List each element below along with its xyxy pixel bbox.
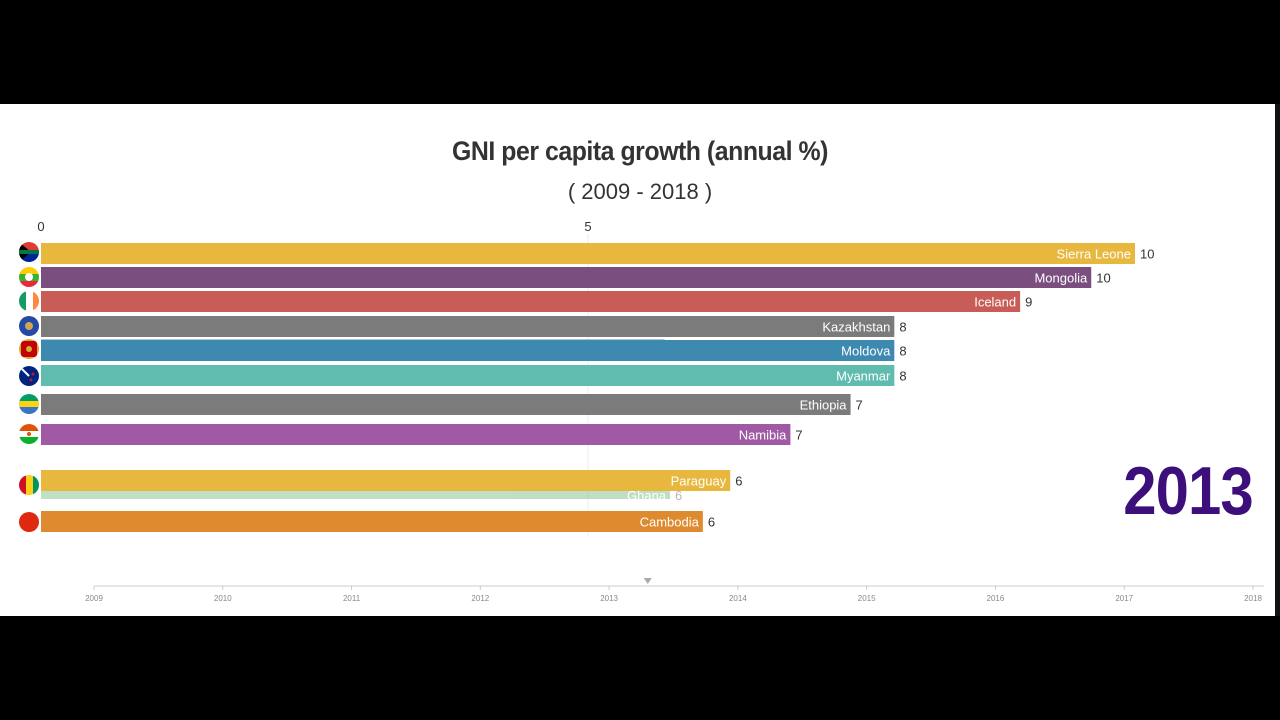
bar-value-cambodia: 6 xyxy=(708,515,715,530)
flag-myanmar-icon xyxy=(19,267,39,287)
flag-south-africa-icon xyxy=(19,242,39,262)
bar-value-kazakhstan: 8 xyxy=(899,320,906,335)
bar-chart: 0 5 Sierra Leone 10 Mongolia 10 Iceland 9 Kazakh… xyxy=(19,219,1264,603)
bar-ethiopia: Ethiopia 7 xyxy=(41,394,863,415)
bar-label-ethiopia: Ethiopia xyxy=(800,398,848,413)
bar-value-myanmar: 8 xyxy=(899,369,906,384)
bar-label-myanmar: Myanmar xyxy=(836,369,891,384)
bar-rect-ghana xyxy=(41,491,671,499)
bar-value-ethiopia: 7 xyxy=(856,398,863,413)
x-tick-label-0: 0 xyxy=(37,219,44,234)
timeline-year-2012: 2012 xyxy=(471,594,489,603)
flag-montenegro-icon xyxy=(19,339,39,359)
bar-value-sierra-leone: 10 xyxy=(1140,247,1154,262)
bar-rect-mongolia xyxy=(41,267,1092,288)
flag-china-icon xyxy=(19,512,39,532)
bar-label-kazakhstan: Kazakhstan xyxy=(822,320,890,335)
timeline-year-2018: 2018 xyxy=(1244,594,1262,603)
bar-label-moldova: Moldova xyxy=(841,344,891,359)
timeline-year-2011: 2011 xyxy=(343,594,361,603)
bar-myanmar: Myanmar 8 xyxy=(41,365,907,386)
bar-rect-moldova xyxy=(41,340,895,361)
bar-value-mongolia: 10 xyxy=(1096,271,1110,286)
bar-sierra-leone: Sierra Leone 10 xyxy=(41,243,1154,264)
bar-rect-paraguay xyxy=(41,470,731,491)
timeline-year-2009: 2009 xyxy=(85,594,103,603)
bar-cambodia: Cambodia 6 xyxy=(41,511,715,532)
bar-value-ghana: 6 xyxy=(675,488,682,503)
bar-rect-namibia xyxy=(41,424,791,445)
timeline-year-2010: 2010 xyxy=(214,594,232,603)
bar-value-iceland: 9 xyxy=(1025,295,1032,310)
flag-ireland-icon xyxy=(19,291,39,311)
bar-value-moldova: 8 xyxy=(899,344,906,359)
bar-rect-ethiopia xyxy=(41,394,851,415)
chart-area: GNI per capita growth (annual %) ( 2009 … xyxy=(0,104,1275,616)
current-year-label: 2013 xyxy=(1123,453,1253,529)
timeline-year-2014: 2014 xyxy=(729,594,747,603)
bar-label-ghana: Ghana xyxy=(627,488,667,503)
bar-label-mongolia: Mongolia xyxy=(1034,271,1088,286)
x-tick-label-1: 5 xyxy=(584,219,591,234)
bar-label-iceland: Iceland xyxy=(974,295,1016,310)
timeline-year-2016: 2016 xyxy=(987,594,1005,603)
timeline-year-2013: 2013 xyxy=(600,594,618,603)
bar-rect-iceland xyxy=(41,291,1021,312)
bar-mongolia: Mongolia 10 xyxy=(41,267,1111,288)
bar-value-namibia: 7 xyxy=(795,428,802,443)
chart-subtitle: ( 2009 - 2018 ) xyxy=(567,179,713,204)
bar-rect-cambodia xyxy=(41,511,703,532)
flag-kosovo-icon xyxy=(19,316,39,336)
bar-label-cambodia: Cambodia xyxy=(640,515,700,530)
flag-new-zealand-icon xyxy=(19,366,39,386)
bar-namibia: Namibia 7 xyxy=(41,424,803,445)
timeline-year-2015: 2015 xyxy=(858,594,876,603)
bar-rect-sierra-leone xyxy=(41,243,1135,264)
bar-kazakhstan: Kazakhstan 8 xyxy=(41,316,907,337)
right-edge-bar xyxy=(1275,104,1280,616)
bar-moldova: Moldova 8 xyxy=(41,340,907,361)
bar-rect-kazakhstan xyxy=(41,316,895,337)
flag-gabon-icon xyxy=(19,394,39,414)
bar-label-sierra-leone: Sierra Leone xyxy=(1057,247,1131,262)
flag-niger-icon xyxy=(19,424,39,444)
timeline-year-2017: 2017 xyxy=(1115,594,1133,603)
bar-label-paraguay: Paraguay xyxy=(671,474,727,489)
bar-ghana: Ghana 6 xyxy=(41,488,682,503)
chart-title: GNI per capita growth (annual %) xyxy=(452,136,828,166)
timeline-handle-icon[interactable] xyxy=(643,578,652,584)
flag-guinea-icon xyxy=(19,475,39,495)
bar-rect-myanmar xyxy=(41,365,895,386)
bar-paraguay: Paraguay 6 xyxy=(41,470,742,491)
bar-label-namibia: Namibia xyxy=(739,428,787,443)
bar-iceland: Iceland 9 xyxy=(41,291,1032,312)
bar-value-paraguay: 6 xyxy=(735,474,742,489)
